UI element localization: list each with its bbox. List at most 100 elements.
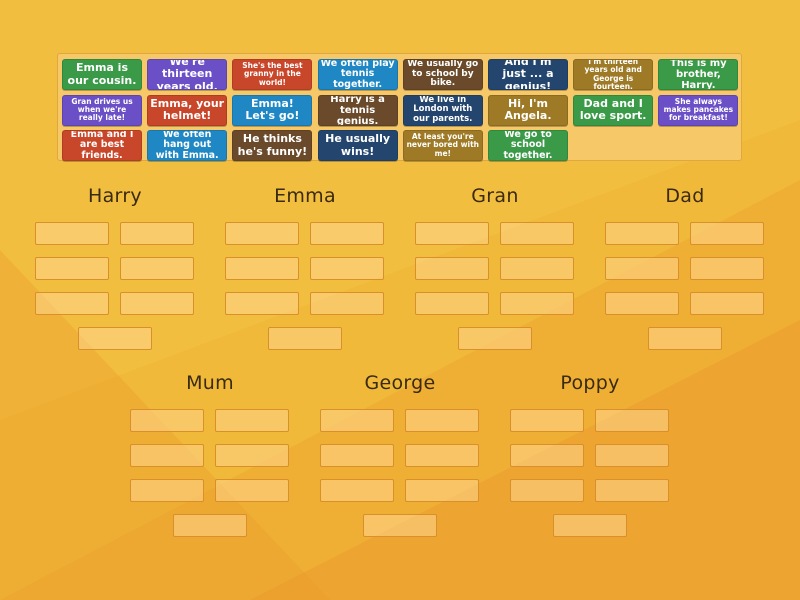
- drop-slot-poppy[interactable]: [595, 409, 669, 432]
- sentence-card-text: Emma, your helmet!: [150, 96, 225, 122]
- drop-slot-george[interactable]: [320, 409, 394, 432]
- drop-slot-mum[interactable]: [215, 444, 289, 467]
- drop-slot-gran[interactable]: [500, 292, 574, 315]
- sentence-card-text: Emma! Let's go!: [245, 96, 300, 122]
- drop-slot-harry[interactable]: [35, 292, 109, 315]
- drop-slot-gran[interactable]: [415, 292, 489, 315]
- drop-slot-mum[interactable]: [130, 409, 204, 432]
- drop-slot-dad[interactable]: [605, 222, 679, 245]
- group-heading-george: George: [364, 372, 436, 394]
- sentence-card[interactable]: We go to school together.: [488, 130, 568, 161]
- drop-slot-harry[interactable]: [120, 222, 194, 245]
- drop-slot-mum[interactable]: [215, 479, 289, 502]
- drop-slot-poppy[interactable]: [595, 479, 669, 502]
- sentence-card-text: Gran drives us when we're really late!: [71, 96, 133, 123]
- drop-slot-emma[interactable]: [225, 257, 299, 280]
- drop-slot-harry[interactable]: [120, 292, 194, 315]
- drop-slot-mum[interactable]: [173, 514, 247, 537]
- drop-slot-george[interactable]: [405, 409, 479, 432]
- drop-slot-dad[interactable]: [605, 257, 679, 280]
- sentence-card-text: I'm thirteen years old and George is fou…: [584, 59, 642, 90]
- drop-slot-harry[interactable]: [78, 327, 152, 350]
- sentence-card[interactable]: I'm thirteen years old and George is fou…: [573, 59, 654, 90]
- sentence-card[interactable]: We live in London with our parents.: [402, 94, 483, 126]
- drop-slot-harry[interactable]: [120, 257, 194, 280]
- sentence-card-text: Emma is our cousin.: [67, 61, 137, 87]
- drop-slot-poppy[interactable]: [510, 444, 584, 467]
- drop-slot-dad[interactable]: [690, 292, 764, 315]
- drop-slot-dad[interactable]: [648, 327, 722, 350]
- drop-slot-gran[interactable]: [458, 327, 532, 350]
- drop-slot-dad[interactable]: [690, 257, 764, 280]
- sentence-card[interactable]: Emma! Let's go!: [232, 94, 313, 126]
- sentence-card-text: At least you're never bored with me!: [406, 132, 479, 158]
- group-heading-dad: Dad: [665, 185, 705, 207]
- sentence-card-text: He thinks he's funny!: [237, 132, 308, 158]
- group-heading-mum: Mum: [186, 372, 234, 394]
- sentence-card[interactable]: Emma and I are best friends.: [62, 130, 142, 161]
- drop-slot-george[interactable]: [405, 479, 479, 502]
- sentence-card[interactable]: At least you're never bored with me!: [402, 130, 483, 161]
- sentence-card-text: Harry is a tennis genius.: [330, 94, 385, 126]
- drop-slot-emma[interactable]: [225, 222, 299, 245]
- sentence-card-text: We often hang out with Emma.: [155, 130, 219, 161]
- sentence-card[interactable]: We're thirteen years old.: [147, 59, 228, 90]
- sentence-card[interactable]: She always makes pancakes for breakfast!: [658, 94, 739, 126]
- sentence-card-text: Dad and I love sport.: [579, 96, 647, 122]
- drop-slot-gran[interactable]: [500, 257, 574, 280]
- group-heading-poppy: Poppy: [560, 372, 620, 394]
- sentence-card[interactable]: She's the best granny in the world!: [232, 59, 313, 90]
- drop-slot-emma[interactable]: [310, 222, 384, 245]
- sentence-card-text: We live in London with our parents.: [413, 94, 473, 124]
- drop-slot-mum[interactable]: [215, 409, 289, 432]
- sentence-card-text: He usually wins!: [325, 132, 391, 158]
- drop-slot-emma[interactable]: [310, 292, 384, 315]
- sentence-card-text: This is my brother, Harry.: [670, 59, 727, 90]
- drop-slot-emma[interactable]: [225, 292, 299, 315]
- drop-slot-gran[interactable]: [500, 222, 574, 245]
- sentence-card[interactable]: We usually go to school by bike.: [402, 59, 483, 90]
- sentence-card-text: She always makes pancakes for breakfast!: [663, 96, 734, 123]
- sentence-card[interactable]: He usually wins!: [317, 130, 398, 161]
- drop-slot-emma[interactable]: [310, 257, 384, 280]
- drop-slot-mum[interactable]: [130, 479, 204, 502]
- drop-slot-george[interactable]: [363, 514, 437, 537]
- sentence-card[interactable]: And I'm just ... a genius!: [488, 59, 568, 90]
- group-heading-harry: Harry: [88, 185, 142, 207]
- drop-slot-george[interactable]: [320, 479, 394, 502]
- drop-slot-george[interactable]: [405, 444, 479, 467]
- sentence-card[interactable]: Hi, I'm Angela.: [488, 94, 568, 126]
- drop-slot-dad[interactable]: [690, 222, 764, 245]
- drop-slot-emma[interactable]: [268, 327, 342, 350]
- drop-slot-harry[interactable]: [35, 257, 109, 280]
- group-heading-gran: Gran: [471, 185, 519, 207]
- sentence-card[interactable]: This is my brother, Harry.: [658, 59, 739, 90]
- sentence-card-text: We usually go to school by bike.: [407, 59, 479, 89]
- drop-slot-harry[interactable]: [35, 222, 109, 245]
- card-tray: Emma is our cousin. We're thirteen years …: [57, 53, 742, 161]
- sentence-card-text: We go to school together.: [503, 130, 553, 161]
- sentence-card[interactable]: Dad and I love sport.: [573, 94, 654, 126]
- sentence-card[interactable]: We often hang out with Emma.: [147, 130, 228, 161]
- drop-slot-mum[interactable]: [130, 444, 204, 467]
- drop-slot-george[interactable]: [320, 444, 394, 467]
- drop-slot-gran[interactable]: [415, 222, 489, 245]
- sentence-card-text: And I'm just ... a genius!: [502, 59, 554, 90]
- group-heading-emma: Emma: [274, 185, 336, 207]
- drop-slot-dad[interactable]: [605, 292, 679, 315]
- sentence-card-text: She's the best granny in the world!: [242, 61, 303, 87]
- sentence-card[interactable]: He thinks he's funny!: [232, 130, 313, 161]
- sentence-card-text: Hi, I'm Angela.: [504, 96, 552, 122]
- sentence-card-text: We often play tennis together.: [320, 59, 395, 90]
- sentence-card[interactable]: Gran drives us when we're really late!: [62, 94, 142, 126]
- drop-slot-gran[interactable]: [415, 257, 489, 280]
- drop-slot-poppy[interactable]: [510, 479, 584, 502]
- drop-slot-poppy[interactable]: [553, 514, 627, 537]
- sentence-card-text: Emma and I are best friends.: [70, 130, 134, 161]
- sentence-card[interactable]: We often play tennis together.: [317, 59, 398, 90]
- sentence-card[interactable]: Emma is our cousin.: [62, 59, 142, 90]
- drop-slot-poppy[interactable]: [510, 409, 584, 432]
- sentence-card[interactable]: Harry is a tennis genius.: [317, 94, 398, 126]
- sentence-card[interactable]: Emma, your helmet!: [147, 94, 228, 126]
- drop-slot-poppy[interactable]: [595, 444, 669, 467]
